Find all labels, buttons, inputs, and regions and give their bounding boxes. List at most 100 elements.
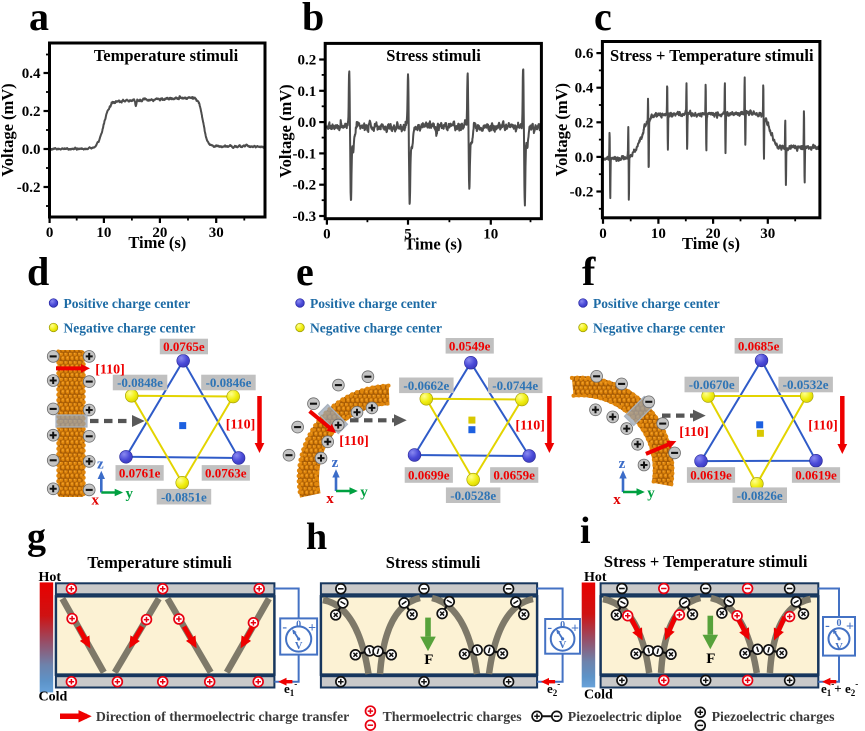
svg-text:0.4: 0.4 — [22, 66, 41, 82]
svg-text:20: 20 — [152, 225, 167, 241]
svg-text:-0.2: -0.2 — [292, 178, 316, 194]
svg-text:Temperature stimuli: Temperature stimuli — [94, 46, 239, 65]
svg-text:0.0: 0.0 — [22, 142, 41, 158]
svg-text:-0.0744e: -0.0744e — [492, 378, 538, 393]
svg-text:[110]: [110] — [226, 418, 256, 433]
svg-text:Positive charge center: Positive charge center — [310, 296, 437, 311]
svg-text:0.2: 0.2 — [297, 53, 316, 69]
svg-text:0.0619e: 0.0619e — [690, 468, 732, 483]
svg-text:z: z — [619, 456, 626, 472]
svg-text:V: V — [835, 642, 843, 653]
svg-text:y: y — [126, 486, 134, 502]
svg-text:Cold: Cold — [584, 688, 613, 703]
svg-text:0.2: 0.2 — [22, 104, 41, 120]
svg-text:Hot: Hot — [39, 570, 62, 585]
svg-text:Negative charge center: Negative charge center — [593, 321, 725, 336]
svg-text:0: 0 — [46, 225, 54, 241]
svg-text:10: 10 — [483, 227, 498, 243]
svg-text:V: V — [295, 641, 303, 652]
svg-text:c: c — [594, 0, 612, 39]
svg-text:+: + — [308, 621, 316, 636]
svg-text:i: i — [580, 510, 591, 552]
svg-text:[110]: [110] — [95, 363, 125, 378]
svg-text:Time (s): Time (s) — [128, 233, 186, 252]
svg-text:Time (s): Time (s) — [404, 235, 462, 254]
svg-text:Hot: Hot — [584, 570, 607, 585]
svg-text:z: z — [97, 457, 104, 473]
svg-text:10: 10 — [651, 226, 666, 242]
svg-text:[110]: [110] — [679, 425, 709, 440]
svg-text:-0.0532e: -0.0532e — [783, 377, 829, 392]
svg-text:-0.0670e: -0.0670e — [689, 377, 735, 392]
svg-text:x: x — [613, 492, 621, 508]
svg-text:-: - — [282, 620, 287, 635]
svg-text:d: d — [27, 249, 49, 294]
svg-text:0.0: 0.0 — [297, 115, 316, 131]
svg-text:Stress stimuli: Stress stimuli — [386, 46, 481, 65]
svg-text:-0.1: -0.1 — [292, 146, 316, 162]
svg-text:Thermoelectric charges: Thermoelectric charges — [383, 709, 523, 724]
svg-text:0.0685e: 0.0685e — [738, 338, 780, 353]
svg-text:30: 30 — [209, 225, 224, 241]
svg-text:F: F — [424, 652, 433, 668]
svg-text:10: 10 — [96, 225, 111, 241]
svg-text:0.0659e: 0.0659e — [493, 468, 535, 483]
svg-text:Negative charge center: Negative charge center — [64, 321, 196, 336]
svg-text:-: - — [825, 619, 830, 634]
svg-text:0.1: 0.1 — [297, 84, 316, 100]
svg-text:Temperature stimuli: Temperature stimuli — [87, 553, 232, 572]
svg-text:0.4: 0.4 — [575, 81, 594, 97]
svg-text:-0.0846e: -0.0846e — [206, 375, 252, 390]
svg-text:Negative charge center: Negative charge center — [310, 321, 442, 336]
svg-text:Time (s): Time (s) — [682, 234, 740, 253]
svg-text:e1-: e1- — [284, 679, 297, 698]
svg-text:20: 20 — [706, 226, 721, 242]
svg-text:e: e — [296, 249, 314, 294]
svg-text:30: 30 — [760, 226, 775, 242]
svg-text:Positive charge center: Positive charge center — [64, 296, 191, 311]
svg-text:e1-+ e2-: e1-+ e2- — [821, 679, 858, 698]
svg-text:-0.0851e: -0.0851e — [161, 489, 207, 504]
svg-text:0: 0 — [560, 620, 565, 631]
svg-text:f: f — [582, 249, 596, 294]
svg-text:-0.3: -0.3 — [292, 209, 316, 225]
svg-text:+: + — [846, 620, 854, 635]
svg-text:y: y — [360, 485, 368, 501]
svg-text:h: h — [306, 516, 327, 558]
svg-text:0: 0 — [296, 619, 301, 630]
svg-text:Stress + Temperature stimuli: Stress + Temperature stimuli — [604, 552, 808, 571]
svg-text:0.0761e: 0.0761e — [119, 466, 161, 481]
svg-text:5: 5 — [404, 227, 412, 243]
svg-text:Voltage (mV): Voltage (mV) — [0, 83, 17, 176]
svg-text:Voltage (mV): Voltage (mV) — [552, 83, 571, 176]
svg-text:e2-: e2- — [547, 679, 560, 698]
svg-text:b: b — [302, 0, 324, 39]
svg-text:+: + — [571, 622, 579, 637]
svg-text:Stress + Temperature stimuli: Stress + Temperature stimuli — [610, 46, 814, 65]
svg-text:Cold: Cold — [39, 690, 68, 705]
svg-text:0.0: 0.0 — [575, 150, 594, 166]
svg-text:0: 0 — [837, 618, 842, 629]
svg-text:-0.0528e: -0.0528e — [450, 488, 496, 503]
svg-text:V: V — [559, 640, 567, 651]
svg-text:0: 0 — [599, 226, 607, 242]
svg-text:-0.2: -0.2 — [570, 185, 594, 201]
svg-text:-: - — [547, 621, 552, 636]
svg-text:[110]: [110] — [515, 419, 545, 434]
svg-text:0: 0 — [323, 227, 331, 243]
svg-text:0.0549e: 0.0549e — [449, 338, 491, 353]
svg-text:0.0765e: 0.0765e — [163, 339, 205, 354]
svg-text:0.0763e: 0.0763e — [205, 466, 247, 481]
svg-text:Direction of thermoelectric ch: Direction of thermoelectric charge trans… — [96, 709, 349, 724]
svg-text:-0.2: -0.2 — [17, 180, 41, 196]
svg-text:x: x — [326, 491, 334, 507]
svg-text:a: a — [29, 0, 49, 39]
svg-text:F: F — [706, 651, 715, 667]
svg-text:y: y — [647, 486, 655, 502]
svg-text:Piezoelectric charges: Piezoelectric charges — [712, 709, 836, 724]
svg-text:-0.0826e: -0.0826e — [737, 488, 783, 503]
svg-text:-0.0848e: -0.0848e — [117, 375, 163, 390]
svg-text:Piezoelectric diploe: Piezoelectric diploe — [568, 709, 682, 724]
svg-text:0.6: 0.6 — [575, 46, 594, 62]
svg-text:-0.0662e: -0.0662e — [403, 378, 449, 393]
